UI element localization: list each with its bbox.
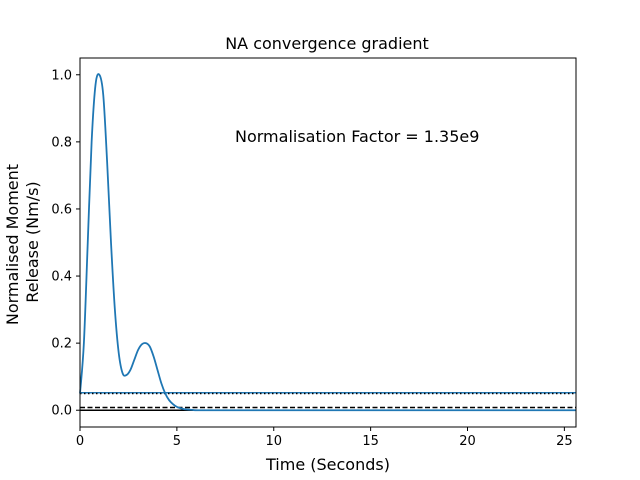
y-tick-label: 0.4: [51, 270, 72, 285]
x-tick-label: 5: [173, 434, 181, 449]
x-tick-label: 25: [556, 434, 573, 449]
x-tick-label: 0: [76, 434, 84, 449]
y-axis-label: Normalised Moment Release (Nm/s): [3, 159, 42, 325]
x-tick-label: 20: [459, 434, 476, 449]
y-axis-label-line-2: Release (Nm/s): [23, 181, 42, 302]
series-line-0: [79, 73, 576, 412]
y-tick-label: 0.6: [51, 202, 72, 217]
plot-area: [79, 73, 576, 412]
y-axis-label-line-1: Normalised Moment: [3, 164, 22, 325]
x-tick-label: 15: [362, 434, 379, 449]
chart-title: NA convergence gradient: [225, 34, 429, 53]
y-tick-label: 0.0: [51, 404, 72, 419]
x-axis-label: Time (Seconds): [265, 455, 390, 474]
y-tick-label: 0.8: [51, 135, 72, 150]
x-tick-label: 10: [265, 434, 282, 449]
y-tick-label: 0.2: [51, 337, 72, 352]
y-tick-label: 1.0: [51, 68, 72, 83]
axis-ticks: 0 5 10 15 20 25 0.0 0.2 0.4 0.6 0.8 1.0: [51, 68, 572, 449]
plot-frame: [79, 57, 577, 428]
normalisation-annotation: Normalisation Factor = 1.35e9: [235, 127, 479, 146]
